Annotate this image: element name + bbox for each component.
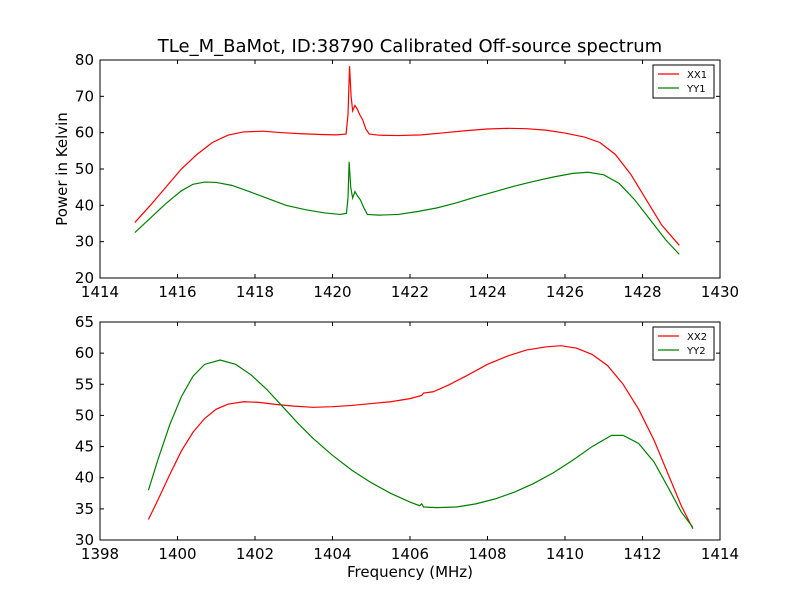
x-tick-label: 1416 xyxy=(158,283,196,301)
legend-label: XX1 xyxy=(687,70,707,81)
subplot-1: 1414 1416 1418 1420 1422 1424 1426 1428 1430 20 30… xyxy=(53,51,739,301)
series-line-yy1 xyxy=(134,161,680,255)
x-tick-label: 1430 xyxy=(701,283,739,301)
series-line-yy2 xyxy=(147,359,694,528)
legend-box xyxy=(652,64,715,99)
x-tick-label: 1414 xyxy=(701,545,739,563)
y-tick-label: 60 xyxy=(75,344,94,362)
x-tick-label: 1412 xyxy=(623,545,661,563)
x-tick-label: 1410 xyxy=(546,545,584,563)
x-tick-label: 1398 xyxy=(81,545,119,563)
x-axis-label: Frequency (MHz) xyxy=(347,563,473,581)
y-tick-label: 70 xyxy=(75,87,94,105)
legend-label: YY2 xyxy=(686,346,706,357)
x-tick-label: 1404 xyxy=(313,545,351,563)
x-tick-label: 1424 xyxy=(468,283,506,301)
legend-label: YY1 xyxy=(686,84,706,95)
x-tick-label: 1408 xyxy=(468,545,506,563)
x-tick-label: 1414 xyxy=(81,283,119,301)
y-tick-label: 35 xyxy=(75,500,94,518)
y-tick-label: 60 xyxy=(75,124,94,142)
y-tick-label: 55 xyxy=(75,375,94,393)
legend-label: XX2 xyxy=(687,332,707,343)
y-tick-label: 20 xyxy=(75,269,94,287)
x-tick-label: 1402 xyxy=(236,545,274,563)
y-tick-label: 30 xyxy=(75,531,94,549)
y-tick-label: 50 xyxy=(75,406,94,424)
y-tick-label: 50 xyxy=(75,160,94,178)
y-tick-label: 45 xyxy=(75,438,94,456)
chart-title: TLe_M_BaMot, ID:38790 Calibrated Off-sou… xyxy=(157,36,662,57)
x-tick-label: 1400 xyxy=(158,545,196,563)
x-tick-label: 1420 xyxy=(313,283,351,301)
y-tick-label: 30 xyxy=(75,233,94,251)
y-tick-label: 80 xyxy=(75,51,94,69)
x-tick-label: 1426 xyxy=(546,283,584,301)
series-line-xx1 xyxy=(134,66,680,246)
y-axis-label: Power in Kelvin xyxy=(53,112,71,226)
y-tick-label: 40 xyxy=(75,469,94,487)
x-tick-label: 1422 xyxy=(391,283,429,301)
legend-box xyxy=(652,326,715,361)
y-tick-label: 40 xyxy=(75,196,94,214)
y-tick-label: 65 xyxy=(75,313,94,331)
series-line-xx2 xyxy=(147,345,694,530)
x-tick-label: 1406 xyxy=(391,545,429,563)
x-tick-label: 1418 xyxy=(236,283,274,301)
subplot-2: 1398 1400 1402 1404 1406 1408 1410 1412 1414 30 35… xyxy=(75,313,739,581)
x-tick-label: 1428 xyxy=(623,283,661,301)
